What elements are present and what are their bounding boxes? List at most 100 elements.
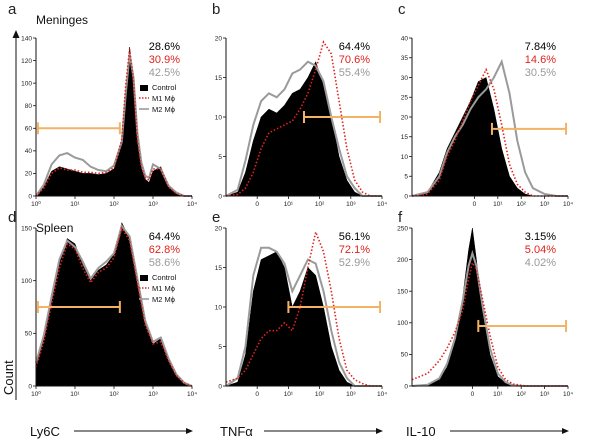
legend-label-m1-d: M1 Mϕ: [152, 284, 175, 293]
percent-m1-d: 62.8%: [149, 244, 180, 256]
y-tick-label-a-6: 120: [21, 58, 32, 65]
x-tick-label-e-0: 0: [255, 391, 259, 398]
panel-a: a 0 20 40 60 80 100 120 140 10⁰ 10¹ 10² 10³ 10⁴ 28.6%3…: [8, 1, 197, 208]
y-tick-label-f-5: 250: [397, 225, 408, 232]
y-tick-label-f-4: 200: [397, 257, 408, 264]
x-tick-label-b-0: 0: [255, 201, 259, 208]
percent-m2-b: 55.4%: [339, 67, 370, 79]
y-tick-label-b-0: 0: [218, 193, 222, 200]
x-tick-label-a-1: 10¹: [70, 201, 80, 208]
percent-m1-b: 70.6%: [339, 54, 370, 66]
y-tick-label-d-3: 150: [21, 225, 32, 232]
percent-control-f: 3.15%: [525, 231, 556, 243]
x-tick-label-a-3: 10³: [148, 201, 158, 208]
legend-label-control-a: Control: [152, 83, 177, 92]
row-label-spleen: Spleen: [36, 221, 73, 235]
x-tick-label-d-3: 10³: [148, 391, 158, 398]
x-tick-label-a-0: 10⁰: [31, 200, 41, 208]
panel-letter-f: f: [398, 209, 403, 226]
x-tick-label-e-2: 10²: [315, 391, 325, 398]
x-tick-label-e-3: 10³: [346, 391, 356, 398]
x-tick-label-e-4: 10⁴: [377, 391, 387, 398]
legend-label-m1-a: M1 Mϕ: [152, 94, 175, 103]
y-tick-label-a-0: 0: [28, 193, 32, 200]
legend-swatch-control-d: [140, 275, 148, 281]
percent-control-a: 28.6%: [149, 41, 180, 53]
x-tick-label-c-1: 10¹: [493, 201, 503, 208]
y-tick-label-c-1: 5: [404, 174, 408, 181]
y-tick-label-c-4: 20: [401, 114, 409, 121]
count-axis-label: Count: [1, 360, 16, 395]
control-histogram-b: [225, 61, 382, 197]
percent-m2-f: 4.02%: [525, 257, 556, 269]
y-tick-label-b-2: 10: [215, 114, 223, 121]
m1-histogram-e: [225, 229, 382, 387]
x-tick-label-c-4: 10⁴: [563, 201, 573, 208]
y-tick-label-c-5: 25: [401, 95, 409, 102]
panel-f: f 0 50 100 150 200 250 0 10¹ 10² 10³ 10⁴ 3.15%5.04%4…: [397, 209, 573, 439]
x-axis-label-f: IL-10: [406, 424, 436, 439]
y-tick-label-e-4: 20: [215, 225, 223, 232]
panel-d: d 0 50 100 150 10⁰ 10¹ 10² 10³ 10⁴ 64.4%62.8%58.6%…: [8, 209, 197, 439]
y-tick-label-c-8: 40: [401, 35, 409, 42]
percent-m2-c: 30.5%: [525, 67, 556, 79]
y-tick-label-e-2: 10: [215, 304, 223, 311]
x-tick-label-a-2: 10²: [109, 201, 119, 208]
y-tick-label-a-2: 40: [25, 148, 33, 155]
percent-control-d: 64.4%: [149, 231, 180, 243]
y-tick-label-c-7: 35: [401, 55, 409, 62]
percent-m1-e: 72.1%: [339, 244, 370, 256]
x-axis-arrowhead-e: [376, 428, 383, 434]
count-axis-arrowhead: [12, 30, 20, 38]
x-tick-label-f-1: 10¹: [493, 391, 503, 398]
y-tick-label-e-1: 5: [218, 344, 222, 351]
x-tick-label-b-2: 10²: [315, 201, 325, 208]
legend-label-m2-a: M2 Mϕ: [152, 105, 175, 114]
x-axis-label-e: TNFα: [220, 424, 253, 439]
percent-m2-e: 52.9%: [339, 257, 370, 269]
m2-histogram-c: [411, 58, 568, 197]
m2-histogram-d: [35, 223, 193, 387]
legend-label-m2-d: M2 Mϕ: [152, 295, 175, 304]
y-tick-label-b-4: 20: [215, 35, 223, 42]
percent-control-b: 64.4%: [339, 41, 370, 53]
legend-label-control-d: Control: [152, 273, 177, 282]
panel-b: b 0 5 10 15 20 0 10¹ 10² 10³ 10⁴ 64.4%70.6%55.4%: [212, 1, 387, 208]
y-tick-label-a-4: 80: [25, 103, 33, 110]
row-label-meninges: Meninges: [36, 13, 88, 27]
x-tick-label-b-1: 10¹: [284, 201, 294, 208]
m1-histogram-d: [35, 225, 193, 387]
panel-e: e 0 5 10 15 20 0 10¹ 10² 10³ 10⁴ 56.1%72.1%52.9% TNF…: [212, 209, 387, 439]
y-tick-label-a-5: 100: [21, 80, 32, 87]
percent-m1-a: 30.9%: [149, 54, 180, 66]
y-tick-label-c-0: 0: [404, 193, 408, 200]
y-tick-label-c-2: 10: [401, 154, 409, 161]
panel-letter-b: b: [212, 1, 220, 18]
x-tick-label-c-3: 10³: [540, 201, 550, 208]
percent-control-e: 56.1%: [339, 231, 370, 243]
x-tick-label-d-0: 10⁰: [31, 390, 41, 398]
y-tick-label-f-1: 50: [401, 352, 409, 359]
x-tick-label-c-0: 0: [473, 201, 477, 208]
panel-c: c 0 5 10 15 20 25 30 35 40 0 10¹ 10² 10³ 10⁴ 7.84%14.6%…: [398, 1, 573, 208]
x-axis-label-d: Ly6C: [30, 424, 60, 439]
percent-m2-a: 42.5%: [149, 67, 180, 79]
y-tick-label-f-3: 150: [397, 289, 408, 296]
percent-m1-f: 5.04%: [525, 244, 556, 256]
x-tick-label-d-2: 10²: [109, 391, 119, 398]
legend-swatch-control-a: [140, 85, 148, 91]
y-tick-label-a-3: 60: [25, 126, 33, 133]
panel-letter-c: c: [398, 1, 406, 18]
m1-histogram-a: [35, 49, 192, 197]
y-tick-label-a-1: 20: [25, 171, 33, 178]
y-tick-label-f-0: 0: [404, 383, 408, 390]
y-tick-label-e-3: 15: [215, 265, 223, 272]
percent-m2-d: 58.6%: [149, 257, 180, 269]
panel-letter-a: a: [8, 1, 17, 18]
x-tick-label-c-2: 10²: [516, 201, 526, 208]
x-axis-arrowhead-f: [562, 428, 569, 434]
y-tick-label-c-3: 15: [401, 134, 409, 141]
x-tick-label-f-0: 0: [471, 391, 475, 398]
x-tick-label-e-1: 10¹: [284, 391, 294, 398]
